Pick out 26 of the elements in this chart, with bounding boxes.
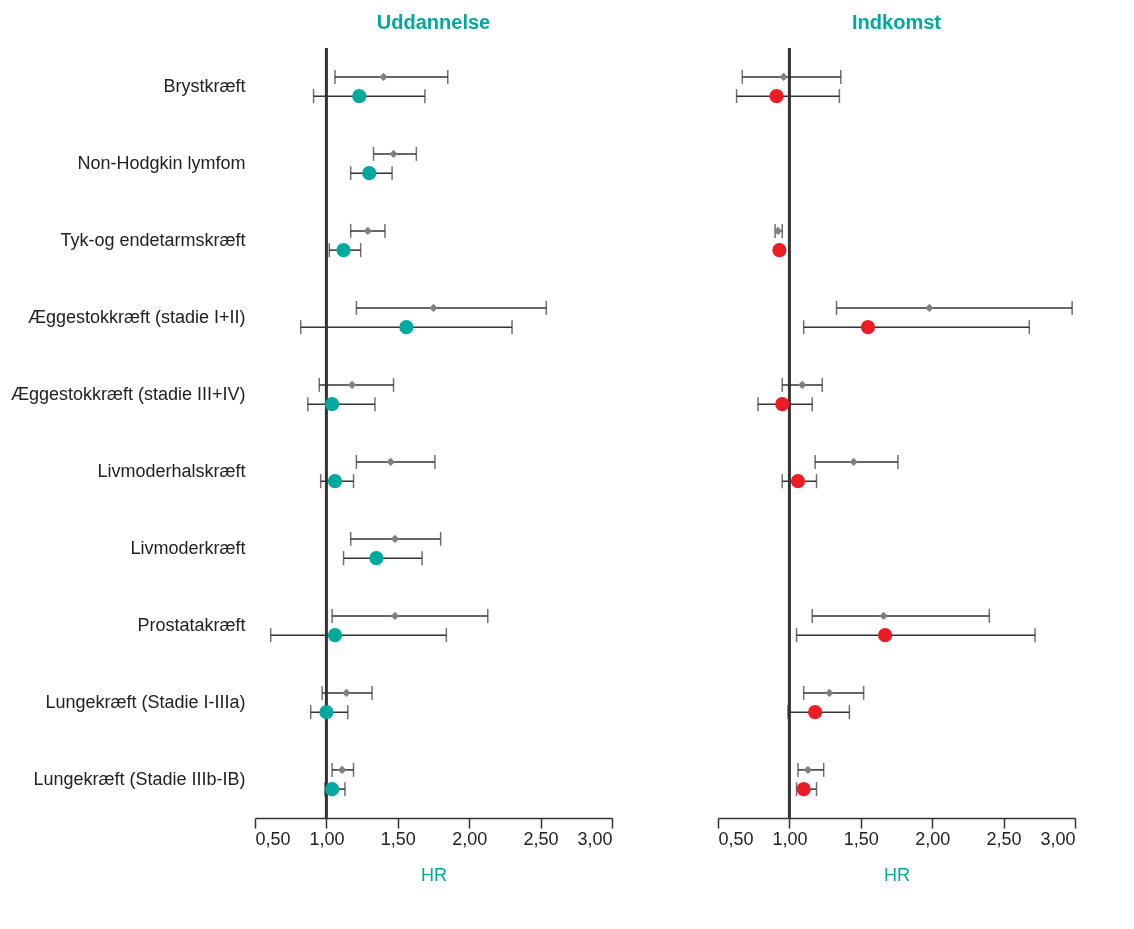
y-tick-label: Lungekræft (Stadie IIIb-IB): [33, 768, 246, 789]
x-tick-label: 0,50: [255, 828, 291, 849]
chart-title: Indkomst: [852, 10, 942, 33]
x-tick-label: 2,00: [915, 828, 951, 849]
y-tick-label: Brystkræft: [163, 75, 246, 96]
y-tick-label: Tyk-og endetarmskræft: [60, 229, 246, 250]
x-tick-label: 1,50: [380, 828, 416, 849]
chart-title: Uddannelse: [376, 10, 491, 33]
x-tick-label: 0,50: [718, 828, 754, 849]
x-tick-label: 2,00: [452, 828, 488, 849]
y-tick-label: Livmoderkræft: [130, 537, 246, 558]
x-axis-title: HR: [421, 864, 447, 885]
x-tick-label: 1,50: [843, 828, 879, 849]
x-tick-label: 1,00: [309, 828, 345, 849]
y-tick-label: Non-Hodgkin lymfom: [77, 152, 246, 173]
x-tick-label: 2,50: [523, 828, 559, 849]
y-tick-label: Æggestokkræft (stadie I+II): [27, 306, 246, 327]
x-tick-label: 3,00: [1040, 828, 1076, 849]
y-tick-label: Æggestokkræft (stadie III+IV): [10, 383, 246, 404]
x-axis-title: HR: [884, 864, 910, 885]
x-tick-label: 1,00: [772, 828, 808, 849]
y-tick-label: Livmoderhalskræft: [97, 460, 246, 481]
x-tick-label: 2,50: [986, 828, 1022, 849]
y-tick-label: Lungekræft (Stadie I-IIIa): [45, 691, 246, 712]
x-tick-label: 3,00: [577, 828, 613, 849]
y-tick-label: Prostatakræft: [137, 614, 246, 635]
